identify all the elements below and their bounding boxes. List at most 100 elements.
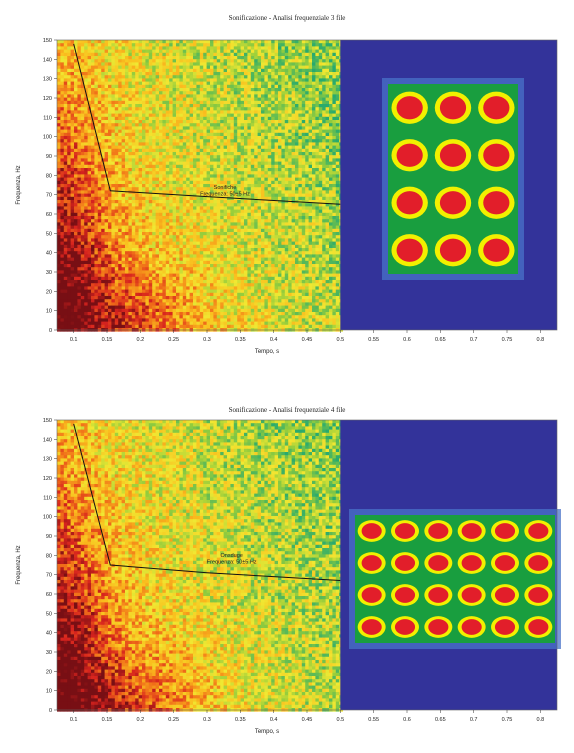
x-tick-label: 0.15 (102, 337, 113, 343)
inset-cell (439, 143, 467, 167)
x-tick-label: 0.4 (270, 337, 278, 343)
x-tick-label: 0.35 (235, 717, 246, 723)
y-tick-label: 130 (43, 457, 52, 463)
x-tick-label: 0.75 (502, 717, 513, 723)
annotation-text: Frequenza: 50±5 Hz (207, 560, 257, 566)
inset-cell (494, 555, 516, 571)
inset-cell (439, 191, 467, 215)
y-tick-label: 10 (46, 689, 52, 695)
frequency-curve (73, 423, 341, 581)
frequency-curve (73, 43, 341, 205)
y-tick-label: 60 (46, 212, 52, 218)
inset-cell (428, 619, 449, 635)
inset-cell (483, 191, 510, 215)
x-tick-label: 0.3 (203, 717, 211, 723)
inset-cell (396, 238, 423, 262)
x-tick-label: 0.65 (435, 337, 446, 343)
x-tick-label: 0.75 (502, 337, 513, 343)
y-tick-label: 40 (46, 251, 52, 257)
y-tick-label: 70 (46, 573, 52, 579)
y-tick-label: 90 (46, 154, 52, 160)
inset-cell (396, 191, 423, 215)
inset-cell (394, 523, 416, 539)
x-tick-label: 0.6 (403, 337, 411, 343)
inset-cell (394, 555, 416, 571)
y-axis-label: Frequenza, Hz (16, 165, 22, 204)
inset-background (355, 515, 555, 643)
y-tick-label: 60 (46, 592, 52, 598)
inset-cell (461, 587, 482, 603)
inset-cell (494, 619, 516, 635)
inset-cell (396, 96, 423, 120)
inset-pattern (382, 78, 524, 280)
y-tick-label: 140 (43, 57, 52, 63)
y-tick-label: 10 (46, 309, 52, 315)
inset-cell (394, 619, 416, 635)
y-tick-label: 50 (46, 231, 52, 237)
x-tick-label: 0.55 (368, 717, 379, 723)
inset-cell (361, 619, 382, 635)
y-axis-label: Frequenza, Hz (16, 545, 22, 584)
y-tick-label: 80 (46, 553, 52, 559)
inset-cell (483, 143, 510, 167)
x-tick-label: 0.2 (137, 337, 145, 343)
inset-cell (361, 587, 382, 603)
y-tick-label: 80 (46, 173, 52, 179)
x-tick-label: 0.8 (537, 337, 545, 343)
annotation-text: Sonifiche (214, 185, 237, 191)
annotation-text: Onsduge (221, 553, 243, 559)
inset-cell (439, 238, 467, 262)
inset-cell (428, 555, 449, 571)
x-tick-label: 0.8 (537, 717, 545, 723)
x-tick-label: 0.25 (168, 337, 179, 343)
y-tick-label: 120 (43, 96, 52, 102)
x-tick-label: 0.6 (403, 717, 411, 723)
inset-cell (528, 587, 549, 603)
inset-cell (396, 143, 423, 167)
x-tick-label: 0.1 (70, 337, 78, 343)
spectrogram-heatmap (57, 420, 343, 712)
x-tick-label: 0.65 (435, 717, 446, 723)
y-tick-label: 30 (46, 270, 52, 276)
inset-cell (461, 555, 482, 571)
y-tick-label: 20 (46, 289, 52, 295)
inset-pattern (349, 509, 561, 649)
y-tick-label: 20 (46, 669, 52, 675)
x-tick-label: 0.35 (235, 337, 246, 343)
x-tick-label: 0.45 (302, 337, 313, 343)
annotation-text: Frequenza: 50±5 Hz (200, 191, 250, 197)
inset-cell (528, 555, 549, 571)
y-tick-label: 110 (43, 495, 52, 501)
x-axis-label: Tempo, s (255, 349, 279, 355)
y-tick-label: 150 (43, 38, 52, 44)
x-tick-label: 0.55 (368, 337, 379, 343)
x-tick-label: 0.5 (337, 717, 345, 723)
x-tick-label: 0.3 (203, 337, 211, 343)
inset-cell (461, 619, 482, 635)
x-tick-label: 0.4 (270, 717, 278, 723)
y-tick-label: 40 (46, 631, 52, 637)
y-tick-label: 90 (46, 534, 52, 540)
y-tick-label: 130 (43, 77, 52, 83)
y-tick-label: 50 (46, 611, 52, 617)
inset-cell (361, 523, 382, 539)
x-tick-label: 0.7 (470, 717, 478, 723)
x-tick-label: 0.45 (302, 717, 313, 723)
inset-cell (528, 619, 549, 635)
y-tick-label: 120 (43, 476, 52, 482)
y-tick-label: 0 (49, 328, 52, 334)
x-tick-label: 0.25 (168, 717, 179, 723)
inset-cell (428, 523, 449, 539)
y-tick-label: 110 (43, 115, 52, 121)
x-tick-label: 0.15 (102, 717, 113, 723)
inset-cell (428, 587, 449, 603)
y-tick-label: 30 (46, 650, 52, 656)
inset-cell (528, 523, 549, 539)
x-tick-label: 0.7 (470, 337, 478, 343)
x-tick-label: 0.2 (137, 717, 145, 723)
x-tick-label: 0.5 (337, 337, 345, 343)
x-tick-label: 0.1 (70, 717, 78, 723)
inset-cell (483, 96, 510, 120)
